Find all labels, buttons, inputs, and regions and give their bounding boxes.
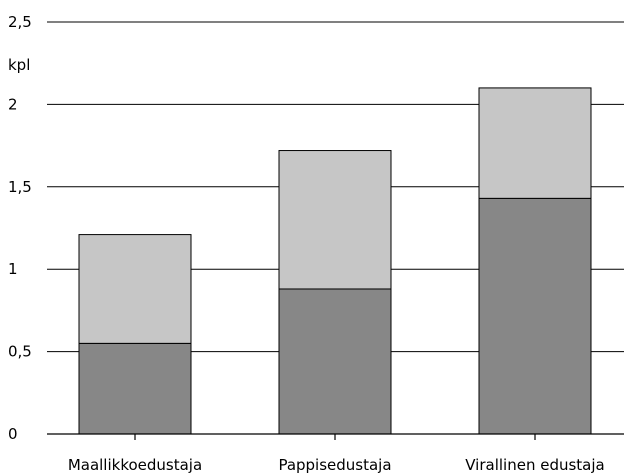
bar-segment (78, 342, 192, 435)
bar-segment (278, 150, 392, 290)
x-ticks: Maallikkoedustaja Pappisedustaja Viralline… (68, 434, 605, 474)
y-tick-label: 2,5 (8, 13, 32, 31)
x-category-label: Pappisedustaja (278, 456, 391, 474)
y-tick-label: 1,5 (8, 178, 32, 196)
bar-segment (278, 288, 392, 435)
y-tick-labels: 0 0,5 1 1,5 2 2,5 (8, 13, 32, 443)
y-tick-label: 1 (8, 260, 18, 278)
bars (78, 87, 592, 435)
y-tick-label: 0 (8, 425, 18, 443)
x-category-label: Maallikkoedustaja (68, 456, 202, 474)
y-tick-label: 2 (8, 95, 18, 113)
bar-segment (78, 234, 192, 344)
y-tick-label: 0,5 (8, 343, 32, 361)
bar-segment (478, 197, 592, 435)
y-axis-unit-label: kpl (8, 56, 30, 74)
bar-segment (478, 87, 592, 199)
x-category-label: Virallinen edustaja (465, 456, 604, 474)
